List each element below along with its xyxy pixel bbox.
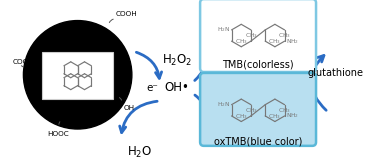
Text: CH$_3$: CH$_3$	[268, 112, 281, 121]
Text: H$_2$O: H$_2$O	[127, 145, 152, 160]
Text: CH$_3$: CH$_3$	[245, 106, 257, 114]
Text: CH$_3$: CH$_3$	[268, 37, 281, 46]
Text: H$_2$N: H$_2$N	[217, 25, 231, 34]
Text: CH$_3$: CH$_3$	[245, 31, 257, 40]
Text: TMB(colorless): TMB(colorless)	[222, 60, 294, 70]
Text: COOH: COOH	[116, 11, 138, 17]
Text: CH$_3$: CH$_3$	[235, 37, 248, 46]
Text: H$_2$O$_2$: H$_2$O$_2$	[162, 53, 192, 68]
FancyArrowPatch shape	[120, 101, 157, 133]
Text: COOH: COOH	[12, 59, 34, 65]
FancyArrowPatch shape	[311, 56, 326, 110]
Text: CH$_3$: CH$_3$	[235, 112, 248, 121]
Text: NH$_2$: NH$_2$	[285, 111, 298, 120]
Text: NH$_2$: NH$_2$	[285, 37, 298, 46]
FancyArrowPatch shape	[195, 95, 208, 111]
FancyBboxPatch shape	[200, 0, 316, 72]
FancyArrowPatch shape	[195, 57, 209, 80]
Text: HOOC: HOOC	[48, 131, 70, 137]
Text: oxTMB(blue color): oxTMB(blue color)	[214, 137, 302, 147]
FancyArrowPatch shape	[136, 52, 162, 78]
Text: OH•: OH•	[164, 81, 189, 94]
Text: glutathione: glutathione	[308, 68, 364, 78]
Text: OH: OH	[124, 105, 135, 111]
Text: CH$_3$: CH$_3$	[278, 106, 291, 114]
Text: CH$_3$: CH$_3$	[278, 31, 291, 40]
Bar	[42, 52, 113, 99]
FancyBboxPatch shape	[200, 73, 316, 146]
Text: e⁻: e⁻	[146, 83, 158, 93]
Circle shape	[23, 21, 132, 129]
Text: H$_2$N: H$_2$N	[217, 100, 231, 109]
